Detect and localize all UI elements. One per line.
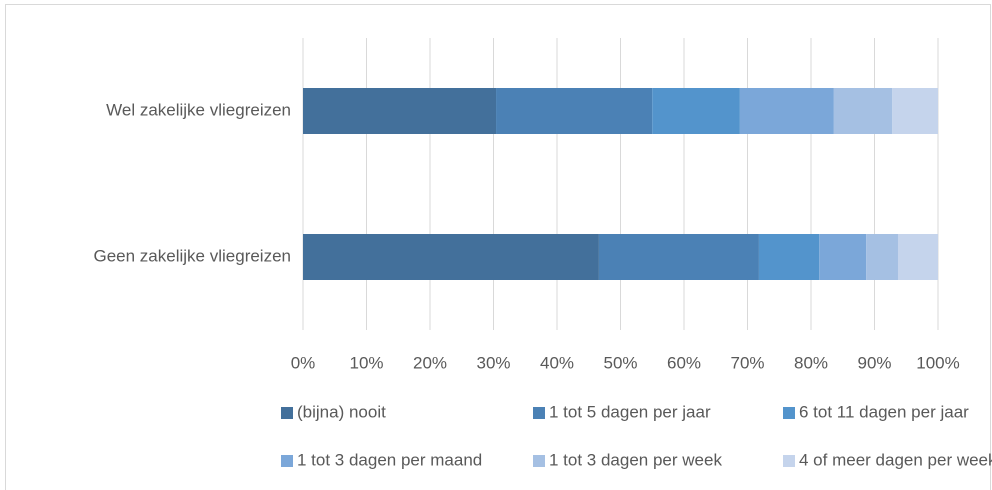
legend-swatch bbox=[281, 407, 293, 419]
legend-label: (bijna) nooit bbox=[297, 402, 386, 421]
x-tick-label: 100% bbox=[916, 353, 959, 372]
legend-label: 1 tot 5 dagen per jaar bbox=[549, 402, 711, 421]
bar-segment bbox=[833, 88, 893, 134]
x-tick-label: 60% bbox=[667, 353, 701, 372]
bar-segment bbox=[598, 234, 759, 280]
legend-swatch bbox=[783, 407, 795, 419]
x-tick-label: 20% bbox=[413, 353, 447, 372]
bar-segment bbox=[819, 234, 867, 280]
x-tick-label: 40% bbox=[540, 353, 574, 372]
bar-segment bbox=[897, 234, 938, 280]
x-tick-label: 80% bbox=[794, 353, 828, 372]
bar-segment bbox=[758, 234, 820, 280]
bar-segment bbox=[739, 88, 834, 134]
legend-swatch bbox=[533, 455, 545, 467]
legend-label: 1 tot 3 dagen per week bbox=[549, 450, 722, 469]
legend-swatch bbox=[783, 455, 795, 467]
bar-segment bbox=[892, 88, 938, 134]
x-tick-label: 10% bbox=[349, 353, 383, 372]
legend-swatch bbox=[281, 455, 293, 467]
bar-segment bbox=[866, 234, 898, 280]
bar-segment bbox=[303, 234, 599, 280]
x-tick-label: 70% bbox=[730, 353, 764, 372]
legend-label: 6 tot 11 dagen per jaar bbox=[799, 402, 969, 421]
x-tick-label: 50% bbox=[603, 353, 637, 372]
bar-segment bbox=[303, 88, 497, 134]
legend-swatch bbox=[533, 407, 545, 419]
y-tick-label: Wel zakelijke vliegreizen bbox=[106, 100, 291, 119]
bar-segment bbox=[652, 88, 740, 134]
x-tick-label: 90% bbox=[857, 353, 891, 372]
bar-segment bbox=[496, 88, 653, 134]
x-tick-label: 30% bbox=[476, 353, 510, 372]
legend-label: 4 of meer dagen per week bbox=[799, 450, 992, 469]
legend-label: 1 tot 3 dagen per maand bbox=[297, 450, 482, 469]
chart-border bbox=[5, 4, 991, 490]
y-tick-label: Geen zakelijke vliegreizen bbox=[94, 246, 292, 265]
x-tick-label: 0% bbox=[291, 353, 316, 372]
